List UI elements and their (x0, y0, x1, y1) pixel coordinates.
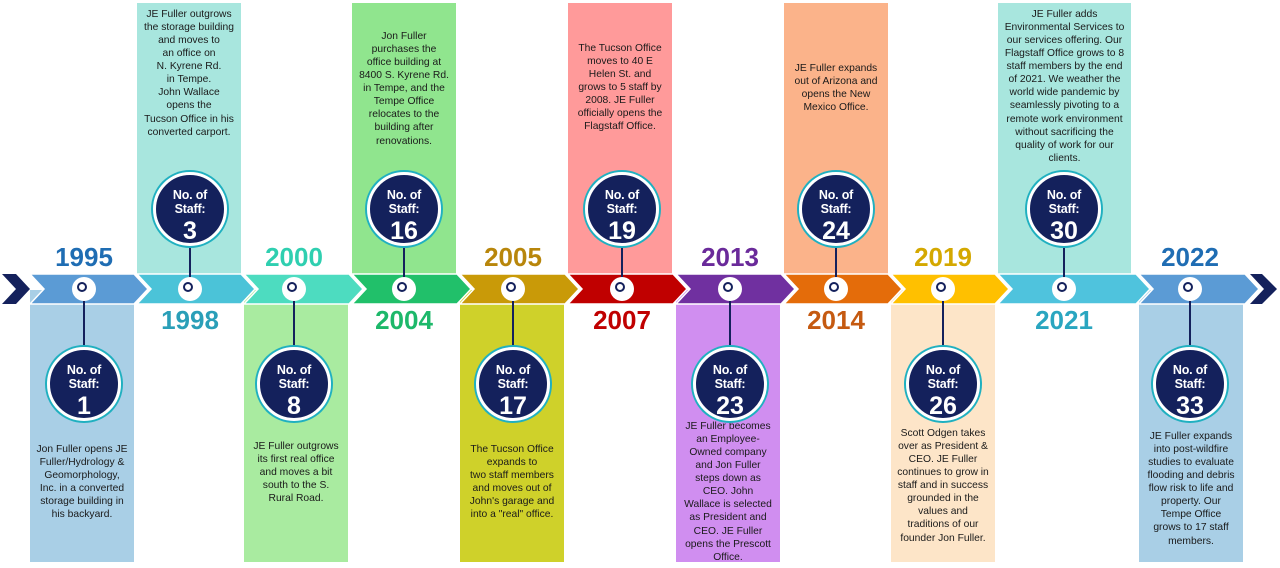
staff-label: No. of Staff: (66, 363, 102, 391)
staff-count-badge: No. of Staff: 17 (476, 347, 550, 421)
staff-count-badge: No. of Staff: 3 (153, 172, 227, 246)
staff-label: No. of Staff: (386, 188, 422, 216)
connector-line (835, 246, 837, 289)
year-label-2013: 2013 (701, 242, 759, 272)
staff-count: 16 (390, 217, 418, 245)
timeline-node-2014 (824, 277, 848, 301)
milestone-panel-2019: Scott Odgen takes over as President & CE… (891, 290, 995, 562)
milestone-description: JE Fuller outgrows the storage building … (144, 9, 234, 138)
year-label-1995: 1995 (55, 242, 113, 272)
timeline-node-2021 (1052, 277, 1076, 301)
milestone-panel-1995: Jon Fuller opens JE Fuller/Hydrology & G… (30, 290, 134, 562)
milestone-description: JE Fuller expands out of Arizona and ope… (794, 63, 878, 114)
timeline-node-2004 (392, 277, 416, 301)
staff-count: 3 (183, 217, 197, 245)
staff-count: 26 (929, 392, 957, 420)
staff-count-badge: No. of Staff: 26 (906, 347, 980, 421)
year-label-2019: 2019 (914, 242, 972, 272)
milestone-description: The Tucson Office expands to two staff m… (469, 444, 555, 521)
staff-count-badge: No. of Staff: 24 (799, 172, 873, 246)
year-label-2021: 2021 (1035, 305, 1093, 335)
timeline-node-2019 (931, 277, 955, 301)
timeline-node-1995 (72, 277, 96, 301)
connector-line (1189, 289, 1191, 347)
milestone-description: Jon Fuller opens JE Fuller/Hydrology & G… (36, 444, 128, 521)
connector-line (83, 289, 85, 347)
staff-count-badge: No. of Staff: 19 (585, 172, 659, 246)
start-arrow (2, 274, 30, 304)
connector-line (729, 289, 731, 347)
year-label-2022: 2022 (1161, 242, 1219, 272)
milestone-description: JE Fuller expands into post-wildfire stu… (1147, 431, 1235, 547)
connector-line (1063, 246, 1065, 289)
staff-count-badge: No. of Staff: 8 (257, 347, 331, 421)
year-label-2007: 2007 (593, 305, 651, 335)
milestone-panel-2000: JE Fuller outgrows its first real office… (244, 290, 348, 562)
staff-count: 24 (822, 217, 850, 245)
timeline-node-2000 (282, 277, 306, 301)
connector-line (621, 246, 623, 289)
milestone-description: JE Fuller becomes an Employee- Owned com… (684, 421, 772, 563)
staff-label: No. of Staff: (925, 363, 961, 391)
milestone-description: Scott Odgen takes over as President & CE… (897, 428, 989, 544)
staff-label: No. of Staff: (495, 363, 531, 391)
connector-line (403, 246, 405, 289)
staff-count: 23 (716, 392, 744, 420)
timeline-node-2022 (1178, 277, 1202, 301)
year-label-1998: 1998 (161, 305, 219, 335)
staff-label: No. of Staff: (1172, 363, 1208, 391)
staff-label: No. of Staff: (1046, 188, 1082, 216)
staff-count-badge: No. of Staff: 30 (1027, 172, 1101, 246)
staff-count-badge: No. of Staff: 33 (1153, 347, 1227, 421)
staff-count-badge: No. of Staff: 23 (693, 347, 767, 421)
staff-count: 1 (77, 392, 91, 420)
timeline-node-2013 (718, 277, 742, 301)
year-label-2014: 2014 (807, 305, 865, 335)
year-label-2005: 2005 (484, 242, 542, 272)
milestone-description: JE Fuller outgrows its first real office… (253, 441, 339, 505)
timeline-node-2007 (610, 277, 634, 301)
milestone-description: Jon Fuller purchases the office building… (359, 31, 449, 147)
milestone-description: JE Fuller adds Environmental Services to… (1004, 9, 1125, 164)
timeline-node-2005 (501, 277, 525, 301)
staff-count: 33 (1176, 392, 1204, 420)
year-label-2004: 2004 (375, 305, 433, 335)
connector-line (512, 289, 514, 347)
timeline-node-1998 (178, 277, 202, 301)
staff-count: 30 (1050, 217, 1078, 245)
staff-count-badge: No. of Staff: 16 (367, 172, 441, 246)
milestone-panel-2022: JE Fuller expands into post-wildfire stu… (1139, 290, 1243, 562)
staff-count: 17 (499, 392, 527, 420)
staff-label: No. of Staff: (172, 188, 208, 216)
staff-label: No. of Staff: (818, 188, 854, 216)
milestone-description: The Tucson Office moves to 40 E Helen St… (577, 43, 663, 133)
year-label-2000: 2000 (265, 242, 323, 272)
connector-line (293, 289, 295, 347)
staff-count-badge: No. of Staff: 1 (47, 347, 121, 421)
staff-label: No. of Staff: (276, 363, 312, 391)
staff-label: No. of Staff: (712, 363, 748, 391)
staff-count: 19 (608, 217, 636, 245)
staff-label: No. of Staff: (604, 188, 640, 216)
staff-count: 8 (287, 392, 301, 420)
connector-line (189, 246, 191, 289)
end-arrow (1250, 274, 1277, 304)
connector-line (942, 289, 944, 347)
milestone-panel-2013: JE Fuller becomes an Employee- Owned com… (676, 290, 780, 563)
